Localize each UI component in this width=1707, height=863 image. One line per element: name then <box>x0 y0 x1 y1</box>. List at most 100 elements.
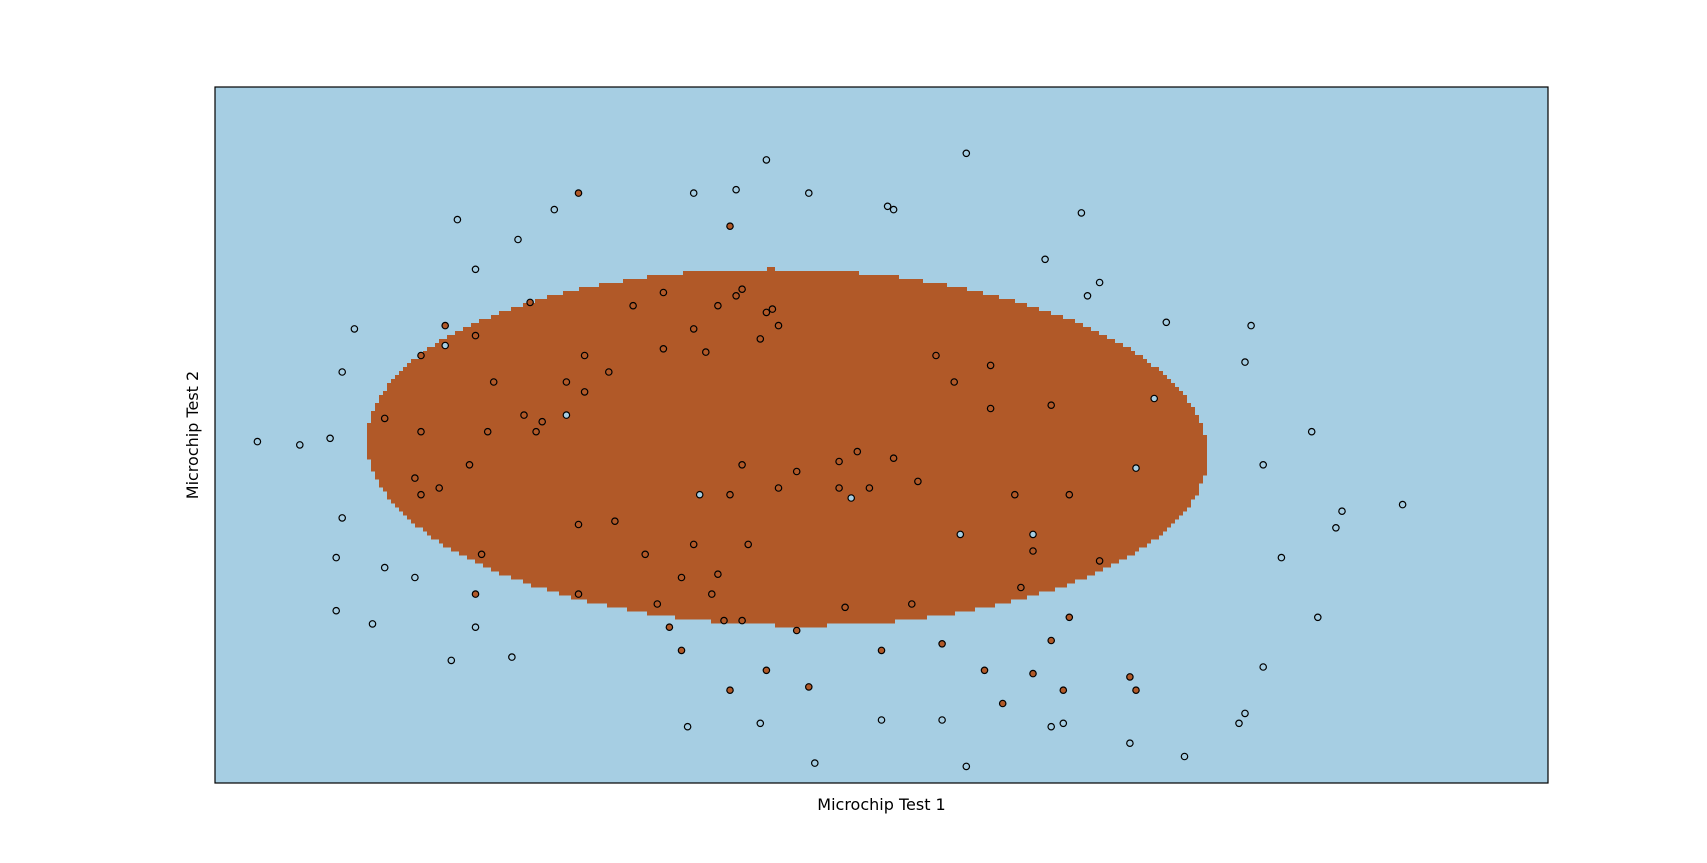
point-class-0-9 <box>1162 318 1171 327</box>
decision-region-row-125 <box>547 587 1055 592</box>
point-class-1-57 <box>792 467 801 476</box>
point-class-0-36 <box>1047 722 1056 731</box>
point-class-1-75 <box>726 686 734 695</box>
point-class-0-5 <box>883 202 892 211</box>
point-class-1-31 <box>435 484 444 492</box>
point-class-1-21 <box>489 378 498 386</box>
point-class-1-19 <box>417 351 425 360</box>
point-class-0-53 <box>1132 464 1140 472</box>
decision-region-row-65 <box>427 347 1131 352</box>
decision-region-row-79 <box>375 403 1191 408</box>
point-class-0-38 <box>1126 739 1134 748</box>
point-class-1-10 <box>774 321 783 330</box>
point-class-1-52 <box>835 484 843 492</box>
point-class-0-49 <box>1307 427 1316 436</box>
point-class-0-26 <box>380 563 389 572</box>
decision-region-row-73 <box>391 379 1171 384</box>
decision-region-row-127 <box>571 595 1027 600</box>
decision-region-row-45 <box>767 267 775 272</box>
point-class-0-31 <box>756 719 765 728</box>
decision-region-row-80 <box>375 407 1195 412</box>
decision-region-row-90 <box>367 447 1207 452</box>
decision-region-row-110 <box>423 527 1167 532</box>
point-class-1-51 <box>774 484 783 492</box>
decision-region-row-88 <box>367 439 1207 444</box>
point-class-1-18 <box>441 321 450 330</box>
decision-region-row-87 <box>367 435 1207 440</box>
decision-region-row-92 <box>367 455 1207 460</box>
point-class-0-27 <box>471 623 480 632</box>
decision-region-row-56 <box>499 311 1051 316</box>
point-class-0-46 <box>1338 507 1346 516</box>
point-class-1-76 <box>762 666 771 675</box>
point-class-1-2 <box>726 222 734 231</box>
point-class-1-55 <box>835 457 843 466</box>
decision-region-row-112 <box>431 535 1159 540</box>
decision-region-row-102 <box>387 495 1195 500</box>
point-class-0-45 <box>1332 523 1340 532</box>
decision-region-row-130 <box>627 607 975 612</box>
decision-region-row-84 <box>367 423 1203 428</box>
point-class-1-61 <box>1047 401 1056 410</box>
decision-region-row-71 <box>399 371 1163 376</box>
decision-region-row-98 <box>379 479 1203 484</box>
point-class-1-9 <box>756 335 765 343</box>
decision-region-row-133 <box>711 619 895 624</box>
decision-region-row-126 <box>559 591 1039 596</box>
point-class-1-0 <box>574 189 583 197</box>
point-class-0-44 <box>1277 553 1286 562</box>
point-class-1-53 <box>865 484 874 492</box>
point-class-1-37 <box>689 540 698 549</box>
decision-region-row-115 <box>451 547 1139 552</box>
point-class-0-0 <box>762 156 771 164</box>
point-class-0-6 <box>1041 255 1049 264</box>
decision-region-row-63 <box>439 339 1115 344</box>
point-class-0-52 <box>1150 394 1159 403</box>
point-class-0-23 <box>332 606 341 615</box>
point-class-0-16 <box>350 325 359 333</box>
decision-region-row-132 <box>675 615 927 620</box>
point-class-1-28 <box>483 427 492 436</box>
point-class-1-84 <box>1059 686 1068 695</box>
point-class-0-8 <box>1083 291 1092 300</box>
decision-region-row-60 <box>463 327 1091 332</box>
point-class-0-18 <box>326 434 334 443</box>
point-class-0-12 <box>550 205 559 214</box>
point-class-0-32 <box>810 759 819 767</box>
point-class-1-39 <box>641 550 650 559</box>
decision-region-row-76 <box>383 391 1183 396</box>
point-class-1-65 <box>1010 490 1019 499</box>
decision-region-row-120 <box>491 567 1103 572</box>
decision-region-row-122 <box>511 575 1087 580</box>
point-class-1-29 <box>380 414 389 423</box>
decision-region-row-106 <box>403 511 1183 516</box>
decision-region-row-96 <box>375 471 1207 476</box>
point-class-0-54 <box>1029 530 1037 539</box>
point-class-1-70 <box>804 683 813 691</box>
point-class-0-24 <box>411 573 419 582</box>
point-class-1-71 <box>877 646 886 655</box>
decision-region-row-91 <box>367 451 1207 456</box>
point-class-1-36 <box>611 517 619 526</box>
decision-region-row-95 <box>371 467 1207 472</box>
point-class-1-16 <box>580 351 589 360</box>
point-class-1-47 <box>677 573 686 582</box>
point-class-0-43 <box>1314 613 1322 622</box>
decision-region-row-104 <box>395 503 1191 508</box>
decision-region-row-134 <box>775 623 827 628</box>
point-class-1-27 <box>417 427 425 436</box>
decision-region-row-128 <box>587 599 1011 604</box>
point-class-0-28 <box>508 653 516 661</box>
point-class-1-34 <box>471 590 480 598</box>
point-class-0-10 <box>1077 209 1086 217</box>
point-class-0-40 <box>1241 709 1249 718</box>
decision-region-row-62 <box>447 335 1107 340</box>
point-class-1-20 <box>471 331 480 340</box>
decision-region-row-54 <box>523 303 1027 308</box>
point-class-1-73 <box>1017 583 1025 592</box>
decision-region-row-121 <box>499 571 1095 576</box>
decision-region-row-48 <box>623 279 923 284</box>
point-class-1-54 <box>914 477 922 486</box>
decision-region-row-113 <box>439 539 1151 544</box>
decision-region-row-116 <box>459 551 1135 556</box>
